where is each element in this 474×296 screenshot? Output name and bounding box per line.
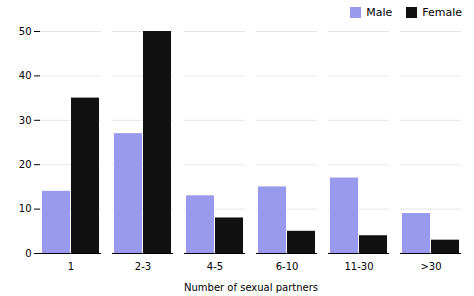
svg-text:2-3: 2-3: [135, 261, 151, 272]
svg-text:>30: >30: [420, 261, 441, 272]
html-text:Female: Female: [422, 5, 462, 19]
svg-text:30: 30: [19, 115, 32, 126]
svg-text:1: 1: [68, 261, 74, 272]
svg-text:0: 0: [25, 248, 31, 259]
svg-text:4-5: 4-5: [207, 261, 223, 272]
html-text:Male: Male: [366, 5, 393, 19]
svg-text:11-30: 11-30: [344, 261, 373, 272]
svg-text:50: 50: [19, 26, 32, 37]
svg-text:20: 20: [19, 159, 32, 170]
svg-text:40: 40: [19, 70, 32, 81]
svg-text:10: 10: [19, 203, 32, 214]
svg-text:Number of sexual partners: Number of sexual partners: [184, 282, 318, 293]
svg-text:6-10: 6-10: [276, 261, 299, 272]
